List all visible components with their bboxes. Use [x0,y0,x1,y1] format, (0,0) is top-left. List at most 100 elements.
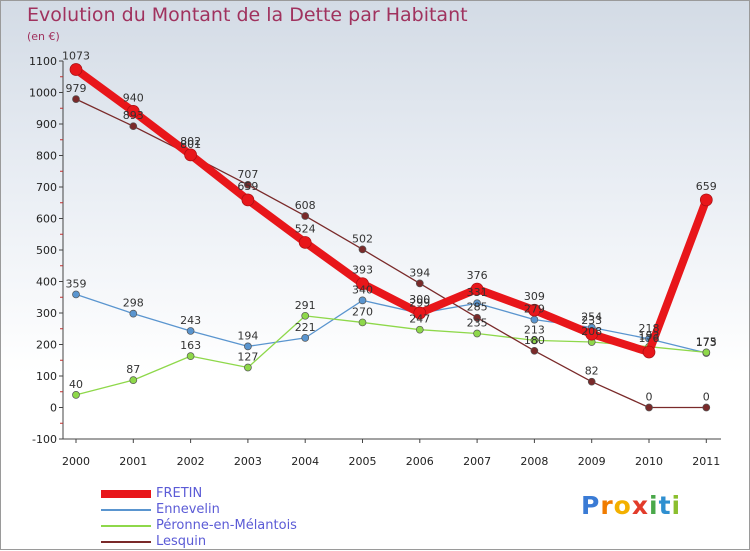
logo-letter: P [581,491,601,520]
data-point [186,352,195,361]
legend-swatch [101,490,151,498]
x-tick-label: 2006 [406,455,434,468]
data-label: 285 [467,301,488,314]
x-tick-label: 2008 [520,455,548,468]
data-point [241,193,255,207]
x-tick-label: 2001 [119,455,147,468]
y-tick-label: 800 [36,150,57,163]
data-label: 180 [524,334,545,347]
x-tick-label: 2007 [463,455,491,468]
data-label: 127 [237,350,258,363]
data-point [415,325,424,334]
legend-swatch [101,541,151,543]
data-point [702,348,711,357]
data-label: 979 [66,82,87,95]
y-tick-label: -100 [32,433,57,446]
logo-letter: i [671,491,682,520]
x-tick-label: 2003 [234,455,262,468]
y-tick-label: 0 [50,402,57,415]
data-point [585,327,599,341]
data-label: 243 [180,314,201,327]
data-point [244,342,252,351]
series-line-lesquin [75,98,707,409]
data-label: 279 [524,303,545,316]
data-label: 254 [581,310,602,323]
series-line-ennevelin [75,293,707,354]
data-point [301,334,310,342]
data-label: 40 [69,378,83,391]
chart-unit: (en €) [27,30,60,43]
data-point [470,282,484,296]
data-label: 173 [696,336,717,349]
y-tick-label: 700 [36,181,57,194]
data-label: 163 [180,339,201,352]
data-point [530,315,539,324]
x-tick-label: 2000 [62,455,90,468]
legend-label: FRETIN [156,486,203,501]
data-label: 659 [237,180,258,193]
data-point [702,403,711,412]
data-point [356,277,369,291]
data-label: 359 [66,277,87,290]
data-label: 213 [524,323,545,336]
data-label: 291 [295,299,316,312]
data-label: 331 [467,286,488,299]
logo-letter: t [658,491,672,520]
data-point [358,296,367,305]
data-point [184,148,197,162]
data-label: 893 [123,109,144,122]
data-point [415,279,424,288]
data-label: 233 [581,314,602,327]
y-tick-label: 900 [36,118,57,131]
data-label: 221 [295,321,316,334]
data-point [126,105,140,118]
data-point [642,345,656,359]
data-point [301,311,310,320]
data-label: 299 [409,296,430,309]
data-label: 394 [409,266,430,279]
data-point [645,403,653,412]
data-point [186,327,195,335]
y-tick-label: 500 [36,244,57,257]
data-point [473,329,481,338]
data-label: 707 [237,168,258,181]
data-label: 502 [352,232,373,245]
data-label: 802 [180,135,201,148]
data-label: 608 [295,199,316,212]
data-label: 0 [646,391,653,404]
data-point [473,313,481,322]
data-label: 208 [581,325,602,338]
data-point [413,306,427,320]
data-point [528,303,541,317]
series-line-péronne-en-mélantois [75,315,707,396]
legend-swatch [101,509,151,511]
y-tick-label: 100 [36,370,57,383]
data-label: 194 [237,329,258,342]
data-label: 309 [524,290,545,303]
x-tick-label: 2002 [177,455,205,468]
x-tick-label: 2011 [692,455,720,468]
legend-label: Lesquin [156,534,207,549]
x-tick-label: 2009 [578,455,606,468]
data-point [129,376,138,384]
logo-letter: o [613,491,632,520]
y-tick-label: 1000 [29,87,57,100]
axes: -100010020030040050060070080090010001100… [29,55,721,468]
data-label: 376 [467,269,488,282]
logo-letter: i [649,491,659,520]
x-tick-label: 2005 [349,455,377,468]
data-point [699,193,713,207]
data-point [129,122,138,131]
data-label: 0 [703,391,710,404]
data-label: 524 [295,222,316,235]
data-label: 193 [639,330,660,343]
data-point [530,336,539,345]
y-tick-label: 600 [36,213,57,226]
chart-title: Evolution du Montant de la Dette par Hab… [27,4,468,26]
data-label: 340 [352,283,373,296]
x-tick-label: 2004 [291,455,319,468]
y-tick-label: 200 [36,339,57,352]
data-label: 270 [352,305,373,318]
data-point [72,391,80,399]
